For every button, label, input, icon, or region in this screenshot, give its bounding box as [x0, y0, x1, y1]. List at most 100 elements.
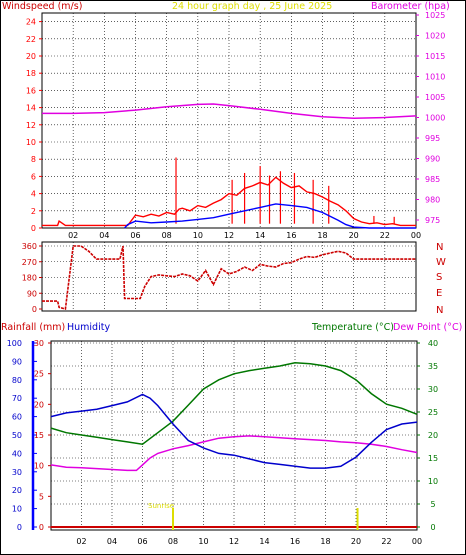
compass-label: S — [436, 272, 442, 283]
temperature-tick-label: 35 — [428, 362, 438, 371]
direction-tick-label: 90 — [27, 289, 37, 298]
compass-label: N — [436, 242, 443, 253]
hour-tick-label: 10 — [198, 537, 208, 546]
compass-label: E — [436, 288, 442, 299]
hour-tick-label: 04 — [107, 537, 117, 546]
rain-tick-label: 10 — [34, 462, 44, 471]
windspeed-tick-label: 20 — [26, 52, 36, 61]
barometer-tick-label: 1010 — [425, 73, 445, 82]
temperature-tick-label: 5 — [430, 500, 435, 509]
hour-tick-label: 16 — [290, 537, 300, 546]
hour-tick-label: 00 — [412, 537, 422, 546]
humidity-tick-label: 80 — [12, 376, 22, 385]
temperature-axes: 0102030405060708090100051015202530051015… — [7, 339, 438, 546]
sun-markers — [172, 508, 359, 530]
humidity-line — [50, 393, 418, 469]
rain-tick-label: 5 — [39, 492, 44, 501]
average-windspeed-line — [124, 203, 416, 229]
temperature-tick-label: 25 — [428, 408, 438, 417]
barometer-tick-label: 990 — [425, 155, 440, 164]
hour-tick-label: 20 — [349, 231, 359, 240]
temperature-tick-label: 40 — [428, 339, 438, 348]
barometer-ticks: 975 980 985 990 995 1000 1005 1010 1015 1020 1025 — [416, 11, 445, 225]
hour-tick-label: 08 — [168, 537, 178, 546]
temperature-tick-label: 30 — [428, 385, 438, 394]
humidity-tick-label: 70 — [12, 394, 22, 403]
barometer-tick-label: 985 — [425, 175, 440, 184]
rain-tick-label: 0 — [39, 523, 44, 532]
temperature-tick-label: 15 — [428, 454, 438, 463]
barometer-tick-label: 1005 — [425, 93, 445, 102]
direction-tick-label: 360 — [22, 242, 37, 251]
temperature-line — [50, 362, 418, 445]
barometer-tick-label: 975 — [425, 216, 440, 225]
hour-tick-label: 02 — [76, 537, 86, 546]
windspeed-line — [42, 176, 416, 227]
hour-tick-label: 02 — [68, 231, 78, 240]
windspeed-tick-label: 14 — [26, 104, 36, 113]
barometer-tick-label: 1020 — [425, 32, 445, 41]
compass-label: N — [436, 305, 443, 316]
rain-tick-label: 25 — [34, 370, 44, 379]
windspeed-tick-label: 22 — [26, 35, 36, 44]
hour-tick-label: 08 — [162, 231, 172, 240]
direction-grid — [42, 242, 417, 311]
barometer-tick-label: 980 — [425, 196, 440, 205]
humidity-tick-label: 0 — [17, 523, 22, 532]
humidity-tick-label: 50 — [12, 431, 22, 440]
hour-tick-label: 10 — [193, 231, 203, 240]
temperature-grid — [51, 341, 418, 530]
sunrise-label: Sunrise — [148, 502, 174, 510]
humidity-tick-label: 60 — [12, 413, 22, 422]
windspeed-tick-label: 4 — [31, 190, 36, 199]
windspeed-axis-title: Windspeed (m/s) — [2, 1, 82, 12]
barometer-tick-label: 995 — [425, 134, 440, 143]
humidity-tick-label: 40 — [12, 449, 22, 458]
temperature-tick-label: 10 — [428, 477, 438, 486]
windspeed-tick-label: 6 — [31, 172, 36, 181]
hour-tick-label: 18 — [317, 231, 327, 240]
wind-direction-line — [42, 245, 416, 311]
hour-tick-label: 04 — [99, 231, 109, 240]
hour-tick-label: 16 — [286, 231, 296, 240]
barometer-line — [42, 103, 417, 120]
windspeed-tick-label: 0 — [31, 224, 36, 233]
temperature-tick-label: 20 — [428, 431, 438, 440]
temperature-tick-label: 0 — [430, 523, 435, 532]
dewpoint-axis-title: Dew Point (°C) — [393, 322, 462, 333]
hour-tick-label: 14 — [255, 231, 265, 240]
graph-title: 24 hour graph day , 25 June 2025 — [172, 1, 332, 12]
hour-tick-label: 14 — [259, 537, 269, 546]
wind-series — [42, 103, 417, 229]
hour-tick-label: 12 — [224, 231, 234, 240]
wind-plot-area — [41, 12, 417, 229]
windspeed-tick-label: 16 — [26, 86, 36, 95]
barometer-tick-label: 1000 — [425, 114, 445, 123]
temperature-axis-title: Temperature (°C) — [311, 322, 394, 333]
rain-tick-label: 20 — [34, 400, 44, 409]
windspeed-tick-label: 18 — [26, 69, 36, 78]
temperature-series — [50, 362, 418, 528]
rainfall-axis-title: Rainfall (mm) — [1, 322, 65, 333]
barometer-tick-label: 1025 — [425, 11, 445, 20]
temperature-humidity-chart: 0102030405060708090100051015202530051015… — [7, 339, 438, 546]
barometer-tick-label: 1015 — [425, 52, 445, 61]
direction-degree-ticks: 0 90 180 270 360 — [22, 242, 42, 314]
hour-tick-label: 06 — [130, 231, 140, 240]
hour-tick-label: 12 — [229, 537, 239, 546]
windspeed-tick-label: 8 — [31, 155, 36, 164]
hour-tick-label: 20 — [351, 537, 361, 546]
compass-label: W — [436, 257, 446, 268]
humidity-tick-label: 90 — [12, 357, 22, 366]
hour-tick-label: 22 — [380, 231, 390, 240]
direction-plot-area — [41, 241, 417, 312]
direction-tick-label: 0 — [32, 305, 37, 314]
direction-series — [42, 245, 416, 311]
hour-tick-label: 22 — [381, 537, 391, 546]
humidity-axis-title: Humidity — [67, 322, 110, 333]
